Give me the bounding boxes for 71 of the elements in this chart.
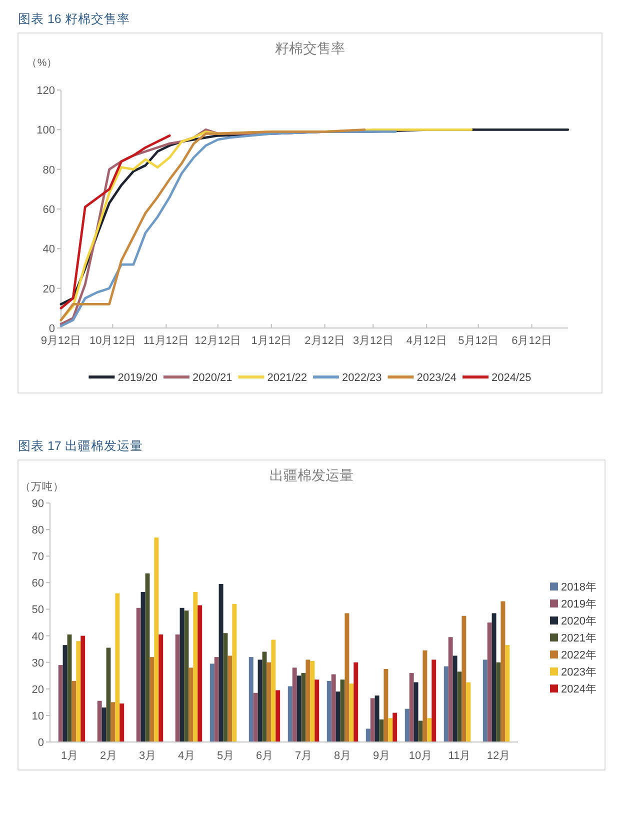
- x-tick-label: 4月12日: [406, 335, 447, 347]
- x-tick-label: 4月: [178, 750, 196, 762]
- x-tick-label: 10月: [408, 750, 432, 762]
- y-tick-label: 0: [38, 737, 44, 749]
- x-tick-label: 2月12日: [304, 335, 346, 347]
- x-tick-label: 10月12日: [90, 335, 136, 347]
- legend-label: 2021年: [561, 632, 596, 644]
- y-tick-label: 70: [32, 551, 44, 564]
- x-tick-label: 5月12日: [458, 335, 498, 347]
- legend-item: 2023年: [550, 666, 596, 678]
- x-tick-label: 3月: [138, 750, 156, 762]
- legend-item: 2022年: [550, 650, 596, 662]
- legend-item: 2020年: [550, 616, 596, 628]
- legend-item: 2024年: [550, 684, 596, 696]
- annotation: 图表 17 出疆棉发运量: [18, 439, 143, 453]
- y-tick-label: 30: [32, 657, 44, 670]
- legend-item: 2021/22: [238, 372, 307, 384]
- x-tick-label: 6月: [256, 750, 274, 762]
- y-tick-label: 100: [36, 124, 55, 137]
- x-tick-label: 1月: [60, 750, 78, 762]
- legend-label: 2020年: [561, 616, 596, 628]
- x-tick-label: 2月: [100, 750, 118, 762]
- x-tick-label: 9月: [372, 750, 390, 762]
- legend-item: 2020/21: [163, 372, 232, 384]
- legend-label: 2020/21: [192, 372, 232, 384]
- legend-item: 2019/20: [88, 372, 158, 384]
- x-tick-label: 6月12日: [512, 335, 552, 347]
- x-tick-label: 3月12日: [352, 335, 394, 347]
- legend-label: 2019/20: [118, 372, 158, 384]
- legend-label: 2018年: [561, 582, 596, 594]
- x-tick-label: 12月: [486, 750, 510, 762]
- title: 籽棉交售率: [275, 41, 345, 57]
- legend-label: 2022/23: [342, 372, 382, 384]
- y-tick-label: 80: [32, 524, 44, 537]
- title: 出疆棉发运量: [270, 468, 354, 484]
- legend-item: 2024/25: [462, 372, 532, 384]
- x-tick-label: 8月: [334, 750, 352, 762]
- x-tick-label: 11月12日: [143, 335, 190, 347]
- legend-label: 2023/24: [416, 372, 457, 384]
- y-tick-label: 50: [32, 604, 44, 616]
- legend-label: 2022年: [561, 650, 596, 662]
- legend-label: 2019年: [561, 598, 596, 610]
- legend-item: 2021年: [550, 632, 596, 644]
- legend-label: 2024年: [561, 684, 596, 696]
- y-tick-label: 60: [32, 578, 44, 590]
- x-tick-label: 12月12日: [194, 335, 242, 347]
- legend-label: 2023年: [561, 666, 596, 678]
- y-tick-label: 90: [32, 498, 44, 510]
- y-tick-label: 120: [36, 85, 55, 97]
- y-tick-label: 10: [32, 710, 44, 722]
- y-tick-label: 40: [32, 630, 44, 643]
- y-tick-label: 60: [42, 204, 55, 216]
- ylabel: （万吨）: [20, 481, 64, 493]
- x-tick-label: 5月: [216, 750, 234, 762]
- legend-item: 2018年: [550, 582, 596, 594]
- legend-label: 2021/22: [267, 372, 307, 384]
- y-tick-label: 20: [32, 684, 44, 696]
- x-tick-label: 11月: [448, 750, 471, 762]
- y-tick-label: 40: [42, 244, 55, 256]
- legend-item: 2023/24: [388, 372, 457, 384]
- y-tick-label: 20: [42, 283, 55, 296]
- y-tick-label: 0: [48, 323, 55, 335]
- legend-label: 2024/25: [492, 372, 532, 384]
- y-tick-label: 80: [42, 164, 55, 176]
- annotation: 图表 16 籽棉交售率: [18, 12, 130, 26]
- x-tick-label: 1月12日: [251, 335, 292, 347]
- x-tick-label: 7月: [294, 750, 312, 762]
- x-tick-label: 9月12日: [40, 335, 82, 347]
- legend-item: 2022/23: [313, 372, 382, 384]
- legend-item: 2019年: [550, 598, 596, 610]
- ylabel: （%）: [26, 57, 58, 69]
